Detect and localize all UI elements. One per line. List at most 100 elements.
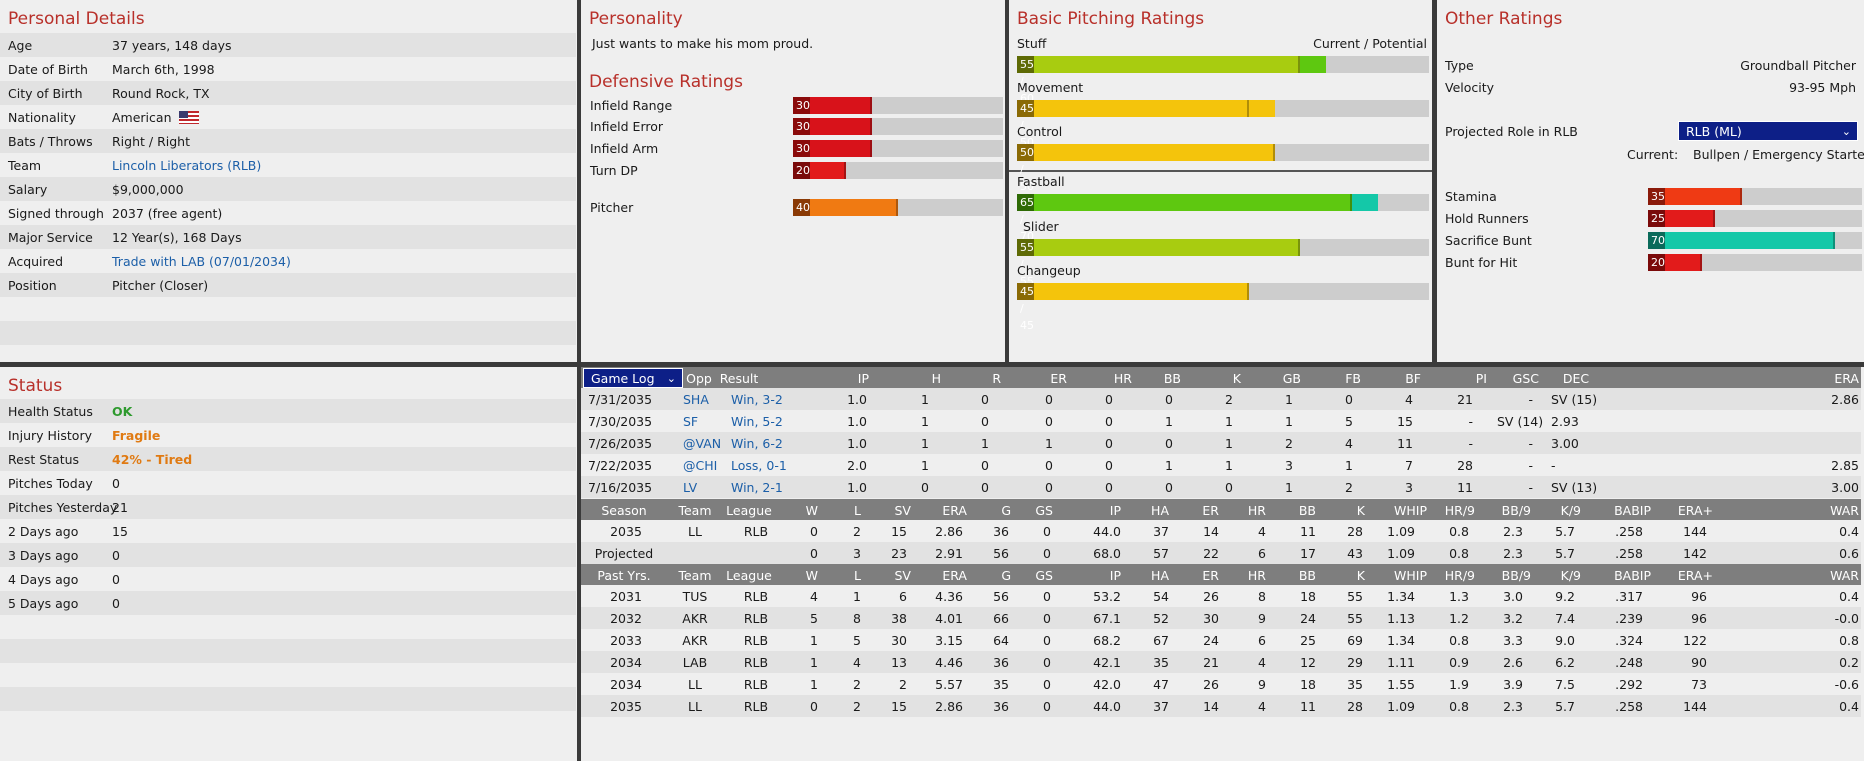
personal-details-value: Right / Right	[112, 133, 190, 149]
personal-details-value: Pitcher (Closer)	[112, 277, 209, 293]
rating-value: 40	[793, 199, 810, 216]
projected-role-label: Projected Role in RLB	[1445, 124, 1578, 139]
game-log-cell: 2.0	[847, 458, 867, 473]
stats-cell: 56	[993, 589, 1009, 604]
current-fill	[1648, 232, 1835, 249]
game-log-result-link[interactable]: Loss, 0-1	[731, 458, 787, 473]
status-title: Status	[8, 376, 63, 396]
game-log-opponent-link[interactable]: @VAN	[683, 436, 722, 451]
projected-role-select[interactable]: RLB (ML) ⌄	[1678, 121, 1858, 141]
stats-column-header: GS	[1035, 503, 1053, 518]
stats-cell: 8	[1258, 589, 1266, 604]
other-rating-label: Hold Runners	[1445, 211, 1529, 226]
game-log-row: 7/22/2035 @CHI Loss, 0-1 2.0 1 0 0 0 1 1 3 1 7 28 - - 2.…	[581, 454, 1861, 476]
other-rating-label: Sacrifice Bunt	[1445, 233, 1532, 248]
game-log-cell: 7/22/2035	[588, 458, 653, 473]
stats-cell: .258	[1615, 524, 1643, 539]
stats-cell: 0	[1043, 699, 1051, 714]
personal-details-key: Major Service	[8, 229, 93, 245]
status-row: Health Status OK	[0, 399, 576, 423]
stats-column-header: ERA+	[1677, 568, 1713, 583]
stats-cell: 96	[1691, 611, 1707, 626]
current-marker	[1273, 144, 1275, 161]
status-row: 3 Days ago 0	[0, 543, 576, 567]
stats-column-header: ERA	[942, 568, 967, 583]
pitch-rating-bar: 65 / 70	[1017, 194, 1429, 243]
stats-column-header: HR/9	[1444, 503, 1475, 518]
stats-cell: 2	[853, 677, 861, 692]
game-log-opponent-link[interactable]: SF	[683, 414, 699, 429]
stats-cell: 5.57	[935, 677, 963, 692]
game-log-cell: 1	[1345, 458, 1353, 473]
game-log-cell: 0	[981, 414, 989, 429]
defensive-rating-label: Turn DP	[590, 163, 638, 178]
game-log-select[interactable]: Game Log ⌄	[583, 368, 683, 388]
stats-cell: 2032	[610, 611, 642, 626]
personal-details-title: Personal Details	[8, 9, 145, 29]
status-row: Rest Status 42% - Tired	[0, 447, 576, 471]
game-log-result-link[interactable]: Win, 5-2	[731, 414, 783, 429]
stats-column-header: HR	[1247, 503, 1266, 518]
stats-cell: 0	[1043, 633, 1051, 648]
game-log-cell: 1	[1285, 480, 1293, 495]
stats-cell: 90	[1691, 655, 1707, 670]
stats-column-header: HA	[1151, 568, 1169, 583]
other-ratings-title: Other Ratings	[1445, 9, 1563, 29]
stats-column-header: WAR	[1830, 568, 1859, 583]
stats-cell: 37	[1153, 524, 1169, 539]
status-value: 0	[112, 475, 120, 491]
game-log-result-link[interactable]: Win, 2-1	[731, 480, 783, 495]
personal-details-value[interactable]: Trade with LAB (07/01/2034)	[112, 253, 291, 269]
stats-cell: 29	[1347, 655, 1363, 670]
personal-details-value[interactable]: Lincoln Liberators (RLB)	[112, 157, 262, 173]
chevron-down-icon: ⌄	[666, 372, 676, 385]
game-log-cell: 1	[1285, 414, 1293, 429]
stats-column-header: HR/9	[1444, 568, 1475, 583]
current-fill	[1017, 100, 1249, 117]
game-log-cell: 7/26/2035	[588, 436, 653, 451]
current-fill	[1017, 283, 1249, 300]
game-log-opponent-link[interactable]: @CHI	[683, 458, 718, 473]
stats-cell: 1.2	[1449, 611, 1469, 626]
personal-details-key: Age	[8, 37, 33, 53]
stats-cell: 5.7	[1555, 524, 1575, 539]
stats-cell: .239	[1615, 611, 1643, 626]
stats-cell: 26	[1203, 589, 1219, 604]
game-log-cell: 0	[1105, 458, 1113, 473]
defensive-rating-label: Infield Arm	[590, 141, 659, 156]
stats-cell: 0.8	[1839, 633, 1859, 648]
stats-cell: 28	[1347, 699, 1363, 714]
past-years-row: 2034 LAB RLB 1 4 13 4.46 36 0 42.1 35 21 4 12 29 1.11 0.…	[581, 651, 1861, 673]
stats-column-header: K	[1356, 568, 1365, 583]
stats-column-header: G	[1001, 503, 1011, 518]
stats-cell: 15	[891, 524, 907, 539]
stats-cell: 0.8	[1449, 546, 1469, 561]
stats-cell: 4	[810, 589, 818, 604]
chevron-down-icon: ⌄	[1841, 125, 1851, 138]
game-log-cell: 11	[1397, 436, 1413, 451]
game-log-column-header: FB	[1345, 371, 1361, 386]
stats-cell: 38	[891, 611, 907, 626]
current-marker	[1833, 232, 1835, 249]
game-log-result-link[interactable]: Win, 6-2	[731, 436, 783, 451]
game-log-opponent-link[interactable]: SHA	[683, 392, 709, 407]
stats-cell: 18	[1300, 677, 1316, 692]
stats-cell: 2.91	[935, 546, 963, 561]
stats-cell: RLB	[743, 677, 769, 692]
stats-cell: 3	[853, 546, 861, 561]
status-panel: Status Health Status OK Injury History Frag…	[0, 367, 577, 761]
game-log-result-link[interactable]: Win, 3-2	[731, 392, 783, 407]
game-log-opponent-link[interactable]: LV	[683, 480, 698, 495]
game-log-row: 7/16/2035 LV Win, 2-1 1.0 0 0 0 0 0 0 1 2 3 11 - SV (13…	[581, 476, 1861, 498]
stats-cell: 2	[899, 677, 907, 692]
game-log-column-header: Result	[719, 371, 759, 386]
stats-column-header: G	[1001, 568, 1011, 583]
stats-cell: 1.34	[1387, 589, 1415, 604]
stats-column-header: League	[726, 568, 772, 583]
stats-cell: 0.9	[1449, 655, 1469, 670]
game-log-row: 7/30/2035 SF Win, 5-2 1.0 1 0 0 0 1 1 1 5 15- SV (14)…	[581, 410, 1861, 432]
rating-value: 70	[1648, 232, 1665, 249]
stats-column-header: BB/9	[1501, 503, 1531, 518]
stats-cell: 3.2	[1503, 611, 1523, 626]
game-log-column-header: GB	[1282, 371, 1301, 386]
